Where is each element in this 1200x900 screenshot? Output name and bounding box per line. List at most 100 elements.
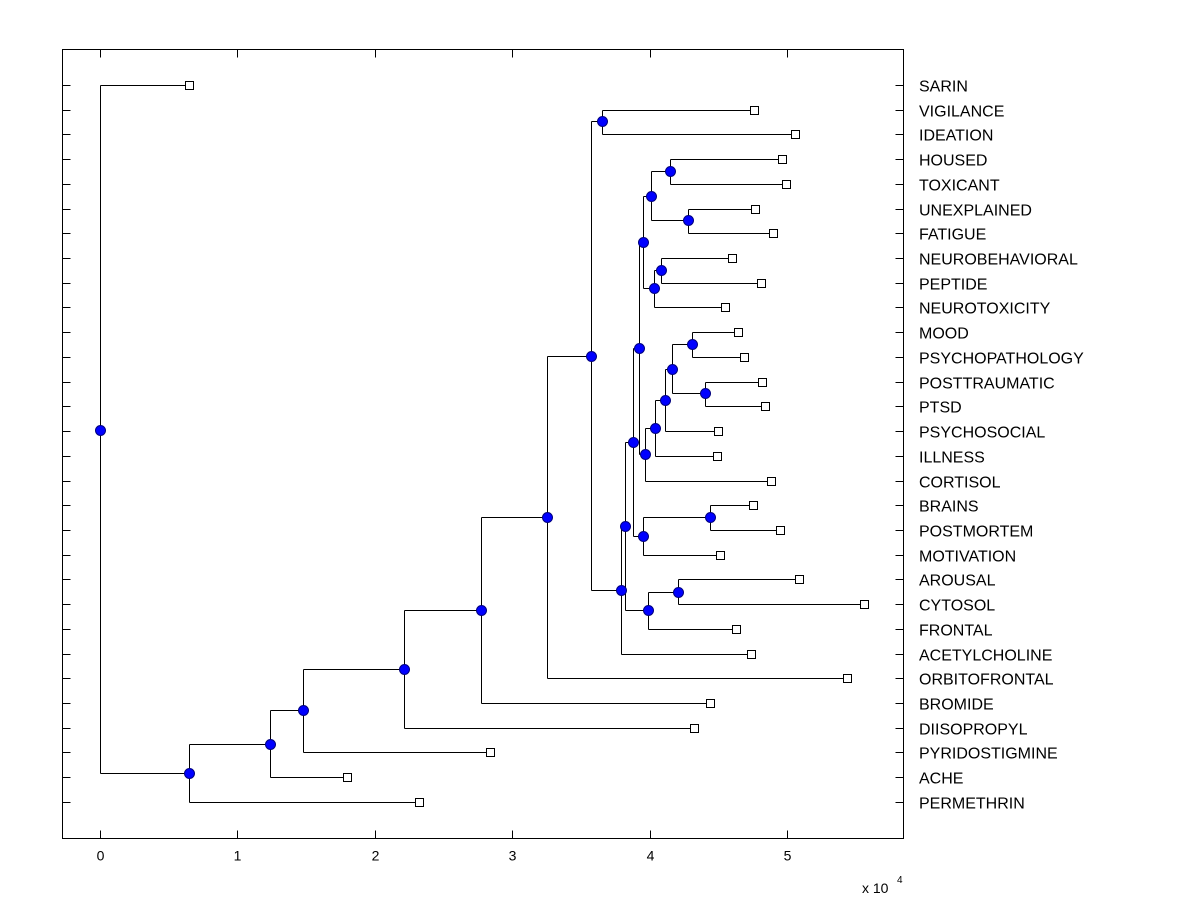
x-tick-label: 4 — [647, 848, 655, 864]
internal-node-marker — [95, 425, 106, 436]
internal-node-marker — [586, 351, 597, 362]
internal-node-marker — [665, 166, 676, 177]
leaf-marker — [749, 501, 758, 510]
leaf-label: CYTOSOL — [919, 598, 995, 615]
plot-frame — [62, 49, 904, 839]
leaf-marker — [728, 254, 737, 263]
leaf-marker — [769, 229, 778, 238]
leaf-label: MOOD — [919, 326, 969, 343]
internal-node-marker — [700, 388, 711, 399]
y-axis-ticks — [62, 85, 904, 803]
leaf-label: MOTIVATION — [919, 549, 1016, 566]
leaf-marker — [714, 427, 723, 436]
leaf-marker — [758, 378, 767, 387]
leaf-label: DIISOPROPYL — [919, 722, 1028, 739]
internal-node-marker — [650, 423, 661, 434]
leaf-marker — [750, 106, 759, 115]
x-axis: 0 1 2 3 4 5 — [97, 49, 792, 864]
internal-node-marker — [673, 587, 684, 598]
x-tick-label: 2 — [372, 848, 380, 864]
leaf-marker — [757, 279, 766, 288]
leaf-label: VIGILANCE — [919, 104, 1004, 121]
leaf-marker — [343, 773, 352, 782]
leaf-marker — [843, 674, 852, 683]
internal-node-marker — [476, 605, 487, 616]
internal-node-marker — [399, 664, 410, 675]
internal-node-marker — [705, 512, 716, 523]
x-tick-label: 3 — [509, 848, 517, 864]
leaf-label: UNEXPLAINED — [919, 203, 1032, 220]
internal-node-marker — [660, 395, 671, 406]
leaf-label: HOUSED — [919, 153, 987, 170]
leaf-label: PSYCHOPATHOLOGY — [919, 351, 1084, 368]
internal-node-marker — [687, 339, 698, 350]
internal-node-marker — [628, 437, 639, 448]
leaf-label: CORTISOL — [919, 475, 1001, 492]
leaf-marker — [734, 328, 743, 337]
internal-node-marker — [638, 237, 649, 248]
leaf-marker — [721, 303, 730, 312]
internal-node-marker — [649, 283, 660, 294]
x-tick-label: 0 — [97, 848, 105, 864]
leaf-label: TOXICANT — [919, 178, 1000, 195]
leaf-label: POSTMORTEM — [919, 524, 1033, 541]
leaf-label: IDEATION — [919, 128, 993, 145]
leaf-marker — [751, 205, 760, 214]
internal-node-marker — [646, 191, 657, 202]
internal-node-marker — [298, 705, 309, 716]
leaf-marker — [791, 130, 800, 139]
internal-node-marker — [634, 343, 645, 354]
leaf-labels: SARIN VIGILANCE IDEATION HOUSED TOXICANT UNEX… — [919, 79, 1084, 813]
internal-node-marker — [616, 585, 627, 596]
leaf-marker — [716, 551, 725, 560]
internal-node-marker — [638, 531, 649, 542]
leaf-label: BROMIDE — [919, 697, 994, 714]
leaf-label: PTSD — [919, 400, 962, 417]
leaf-label: BRAINS — [919, 499, 979, 516]
internal-node-markers — [95, 116, 716, 779]
leaf-label: PYRIDOSTIGMINE — [919, 746, 1058, 763]
leaf-label: PERMETHRIN — [919, 796, 1025, 813]
leaf-label: ACHE — [919, 771, 963, 788]
internal-node-marker — [683, 215, 694, 226]
x-multiplier-exponent: 4 — [897, 875, 903, 886]
internal-node-marker — [640, 449, 651, 460]
leaf-marker — [732, 625, 741, 634]
leaf-marker — [486, 748, 495, 757]
internal-node-marker — [184, 768, 195, 779]
leaf-label: SARIN — [919, 79, 968, 96]
leaf-marker — [767, 477, 776, 486]
leaf-label: FRONTAL — [919, 623, 993, 640]
leaf-markers — [185, 81, 869, 807]
leaf-marker — [776, 526, 785, 535]
leaf-marker — [713, 452, 722, 461]
leaf-label: PEPTIDE — [919, 277, 987, 294]
leaf-label: FATIGUE — [919, 227, 986, 244]
x-tick-label: 1 — [234, 848, 242, 864]
internal-node-marker — [597, 116, 608, 127]
leaf-marker — [761, 402, 770, 411]
leaf-marker — [740, 353, 749, 362]
internal-node-marker — [643, 605, 654, 616]
internal-node-marker — [620, 521, 631, 532]
leaf-label: ACETYLCHOLINE — [919, 648, 1052, 665]
leaf-label: ILLNESS — [919, 450, 985, 467]
leaf-marker — [185, 81, 194, 90]
leaf-marker — [795, 575, 804, 584]
leaf-marker — [747, 650, 756, 659]
leaf-label: NEUROTOXICITY — [919, 301, 1051, 318]
leaf-marker — [706, 699, 715, 708]
internal-node-marker — [667, 364, 678, 375]
leaf-label: PSYCHOSOCIAL — [919, 425, 1045, 442]
x-tick-label: 5 — [784, 848, 792, 864]
leaf-marker — [860, 600, 869, 609]
leaf-label: NEUROBEHAVIORAL — [919, 252, 1078, 269]
internal-node-marker — [542, 512, 553, 523]
internal-node-marker — [656, 265, 667, 276]
x-multiplier-label: x 10 — [862, 880, 889, 896]
internal-node-marker — [265, 739, 276, 750]
leaf-marker — [778, 155, 787, 164]
leaf-label: ORBITOFRONTAL — [919, 672, 1054, 689]
leaf-marker — [690, 724, 699, 733]
